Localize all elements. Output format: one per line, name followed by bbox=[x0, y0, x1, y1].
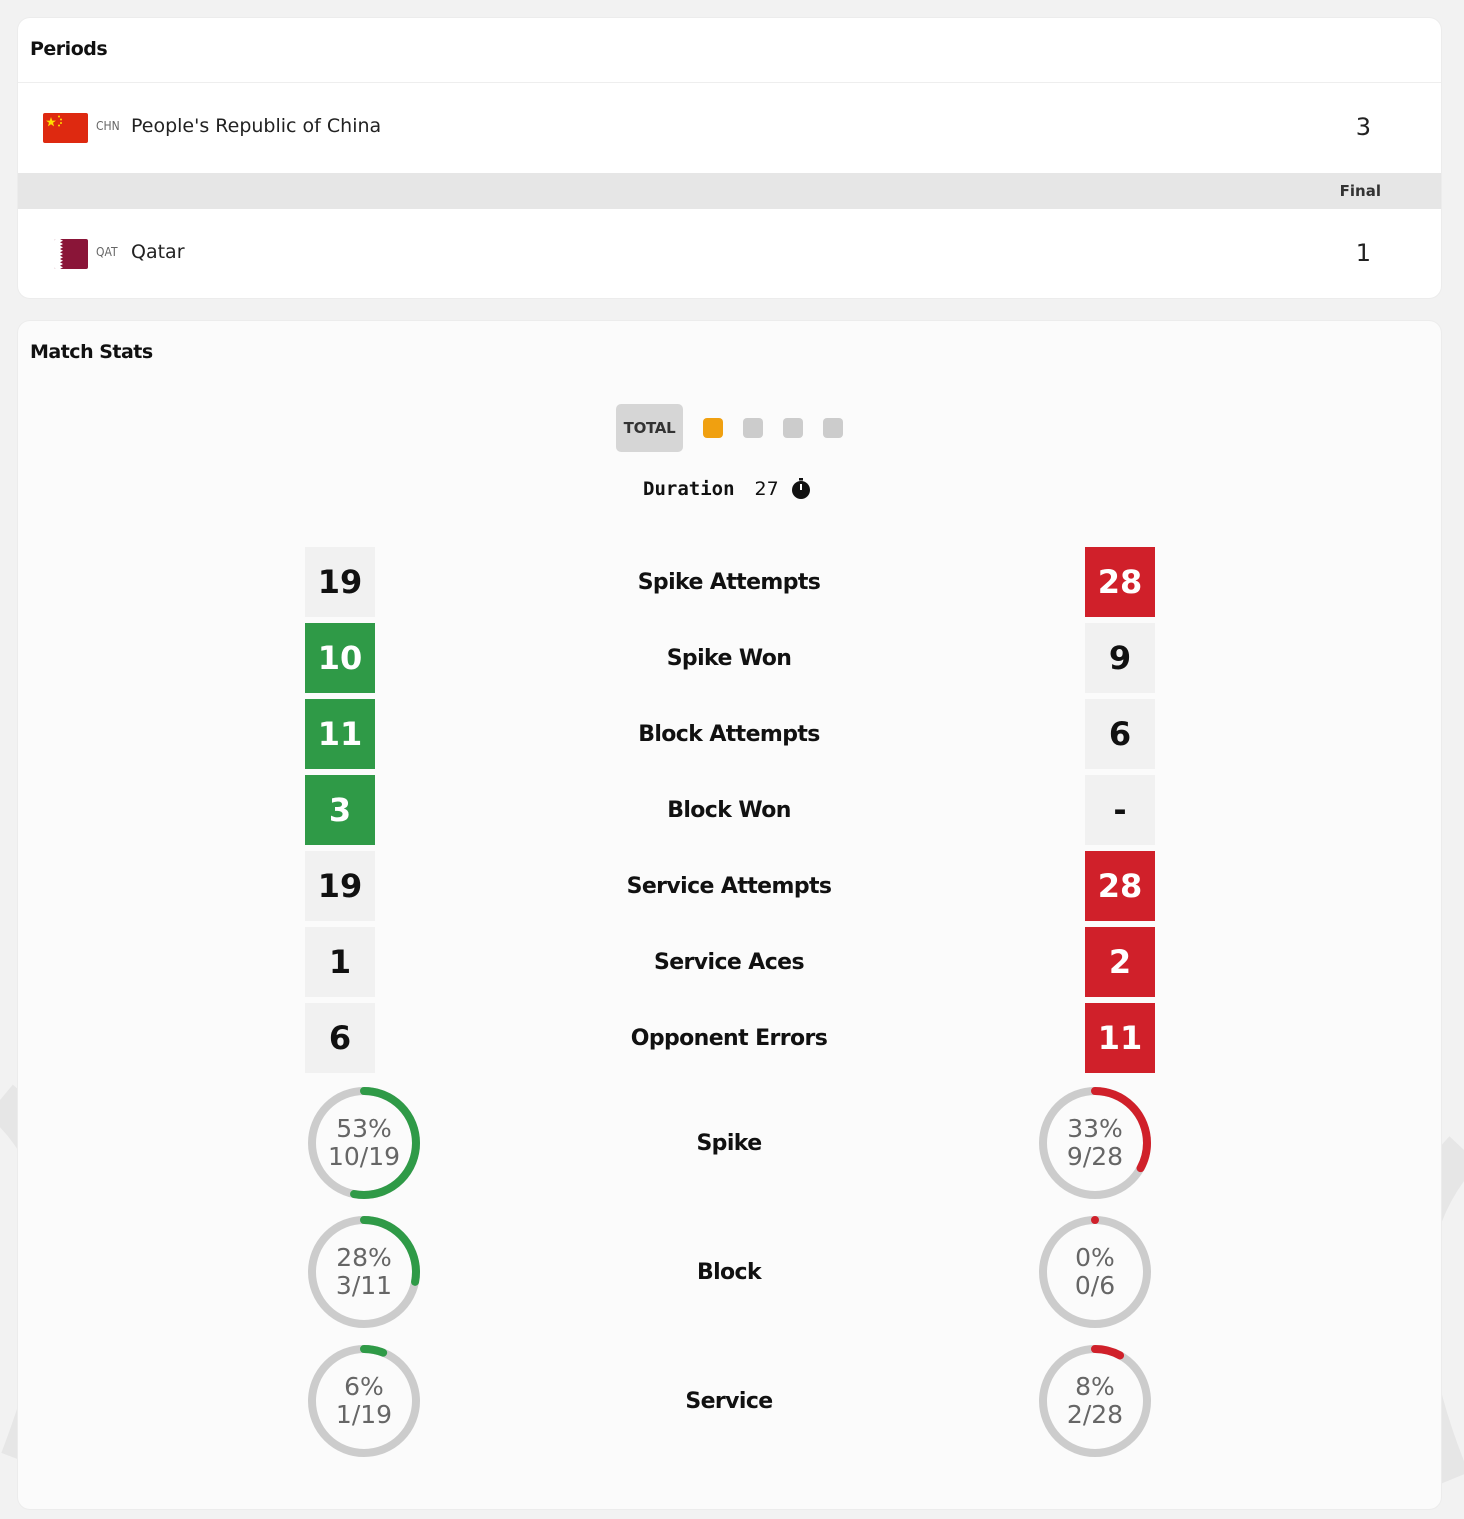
stat-label: Spike Won bbox=[666, 645, 792, 671]
ring-graphic bbox=[308, 1087, 420, 1199]
stat-left-value: 19 bbox=[305, 547, 375, 617]
match-stats-card: Match Stats TOTAL Duration 27 19 Spike At… bbox=[18, 321, 1441, 1509]
periods-title: Periods bbox=[30, 38, 108, 60]
divider bbox=[18, 82, 1441, 83]
china-flag-icon bbox=[43, 113, 88, 143]
ring-row: 28% 3/11 Block 0% 0/6 bbox=[18, 1212, 1441, 1332]
ring-graphic bbox=[308, 1216, 420, 1328]
right-percentage-ring: 33% 9/28 bbox=[1035, 1083, 1155, 1203]
ring-label: Service bbox=[685, 1388, 773, 1414]
ring-arc bbox=[1091, 1216, 1099, 1224]
ring-fraction: 0/6 bbox=[1074, 1271, 1116, 1300]
stat-right-value: 9 bbox=[1085, 623, 1155, 693]
stat-label: Service Aces bbox=[653, 949, 805, 975]
stat-row: 10 Spike Won 9 bbox=[18, 623, 1441, 693]
stat-label: Block Attempts bbox=[638, 721, 820, 747]
ring-percent: 33% bbox=[1067, 1114, 1123, 1143]
period-2-button[interactable] bbox=[743, 418, 763, 438]
period-4-button[interactable] bbox=[823, 418, 843, 438]
stat-right-value: 6 bbox=[1085, 699, 1155, 769]
ring-text: 0% 0/6 bbox=[1035, 1212, 1155, 1332]
ring-row: 53% 10/19 Spike 33% 9/28 bbox=[18, 1083, 1441, 1203]
period-3-button[interactable] bbox=[783, 418, 803, 438]
stat-right-value: 11 bbox=[1085, 1003, 1155, 1073]
ring-arc bbox=[1039, 1087, 1151, 1199]
ring-percent: 0% bbox=[1075, 1243, 1115, 1272]
team-score: 3 bbox=[1355, 113, 1371, 141]
ring-text: 33% 9/28 bbox=[1035, 1083, 1155, 1203]
ring-percent: 53% bbox=[336, 1114, 392, 1143]
stat-label: Service Attempts bbox=[626, 873, 832, 899]
stat-right-value: 2 bbox=[1085, 927, 1155, 997]
team-name[interactable]: Qatar bbox=[131, 241, 185, 263]
stat-right-value: - bbox=[1085, 775, 1155, 845]
ring-graphic bbox=[1039, 1345, 1151, 1457]
duration-label: Duration bbox=[643, 478, 735, 500]
ring-graphic bbox=[1039, 1087, 1151, 1199]
left-percentage-ring: 28% 3/11 bbox=[304, 1212, 424, 1332]
stat-left-value: 3 bbox=[305, 775, 375, 845]
stat-label: Block Won bbox=[667, 797, 791, 823]
stat-row: 6 Opponent Errors 11 bbox=[18, 1003, 1441, 1073]
period-1-button[interactable] bbox=[703, 418, 723, 438]
stat-row: 19 Service Attempts 28 bbox=[18, 851, 1441, 921]
final-label: Final bbox=[1339, 182, 1381, 200]
right-percentage-ring: 0% 0/6 bbox=[1035, 1212, 1155, 1332]
stopwatch-icon bbox=[791, 478, 810, 499]
qatar-flag-icon bbox=[54, 239, 88, 269]
ring-label: Block bbox=[696, 1259, 762, 1285]
ring-text: 28% 3/11 bbox=[304, 1212, 424, 1332]
ring-fraction: 2/28 bbox=[1066, 1400, 1124, 1429]
ring-percent: 28% bbox=[336, 1243, 392, 1272]
ring-percent: 8% bbox=[1075, 1372, 1115, 1401]
right-percentage-ring: 8% 2/28 bbox=[1035, 1341, 1155, 1461]
periods-card: Periods CHN People's Republic of China 3… bbox=[18, 18, 1441, 298]
ring-arc bbox=[308, 1345, 420, 1457]
ring-fraction: 1/19 bbox=[335, 1400, 393, 1429]
ring-fraction: 9/28 bbox=[1066, 1142, 1124, 1171]
stat-row: 1 Service Aces 2 bbox=[18, 927, 1441, 997]
ring-label: Spike bbox=[696, 1130, 762, 1156]
stat-row: 19 Spike Attempts 28 bbox=[18, 547, 1441, 617]
ring-arc bbox=[1039, 1345, 1151, 1457]
team-row-chn: CHN People's Republic of China 3 bbox=[18, 100, 1441, 156]
ring-text: 6% 1/19 bbox=[304, 1341, 424, 1461]
ring-arc bbox=[308, 1216, 420, 1328]
team-row-qat: QAT Qatar 1 bbox=[18, 226, 1441, 282]
ring-graphic bbox=[308, 1345, 420, 1457]
ring-text: 53% 10/19 bbox=[304, 1083, 424, 1203]
duration: Duration 27 bbox=[643, 478, 811, 500]
stat-row: 11 Block Attempts 6 bbox=[18, 699, 1441, 769]
duration-value: 27 bbox=[754, 478, 779, 500]
left-percentage-ring: 6% 1/19 bbox=[304, 1341, 424, 1461]
stat-left-value: 6 bbox=[305, 1003, 375, 1073]
stat-right-value: 28 bbox=[1085, 547, 1155, 617]
ring-fraction: 10/19 bbox=[327, 1142, 401, 1171]
stat-label: Spike Attempts bbox=[637, 569, 821, 595]
stat-left-value: 11 bbox=[305, 699, 375, 769]
stat-right-value: 28 bbox=[1085, 851, 1155, 921]
match-stats-title: Match Stats bbox=[30, 341, 153, 363]
ring-fraction: 3/11 bbox=[335, 1271, 393, 1300]
stat-label: Opponent Errors bbox=[630, 1025, 828, 1051]
left-percentage-ring: 53% 10/19 bbox=[304, 1083, 424, 1203]
ring-graphic bbox=[1039, 1216, 1151, 1328]
stat-row: 3 Block Won - bbox=[18, 775, 1441, 845]
ring-text: 8% 2/28 bbox=[1035, 1341, 1155, 1461]
stat-left-value: 10 bbox=[305, 623, 375, 693]
team-score: 1 bbox=[1355, 239, 1371, 267]
final-bar: Final bbox=[18, 173, 1441, 209]
period-selector: TOTAL bbox=[616, 404, 843, 452]
stat-left-value: 1 bbox=[305, 927, 375, 997]
ring-percent: 6% bbox=[344, 1372, 384, 1401]
ring-arc bbox=[308, 1087, 420, 1199]
team-code: CHN bbox=[96, 119, 120, 133]
total-button[interactable]: TOTAL bbox=[616, 404, 683, 452]
stat-left-value: 19 bbox=[305, 851, 375, 921]
ring-row: 6% 1/19 Service 8% 2/28 bbox=[18, 1341, 1441, 1461]
team-code: QAT bbox=[96, 245, 118, 259]
team-name[interactable]: People's Republic of China bbox=[131, 115, 382, 137]
